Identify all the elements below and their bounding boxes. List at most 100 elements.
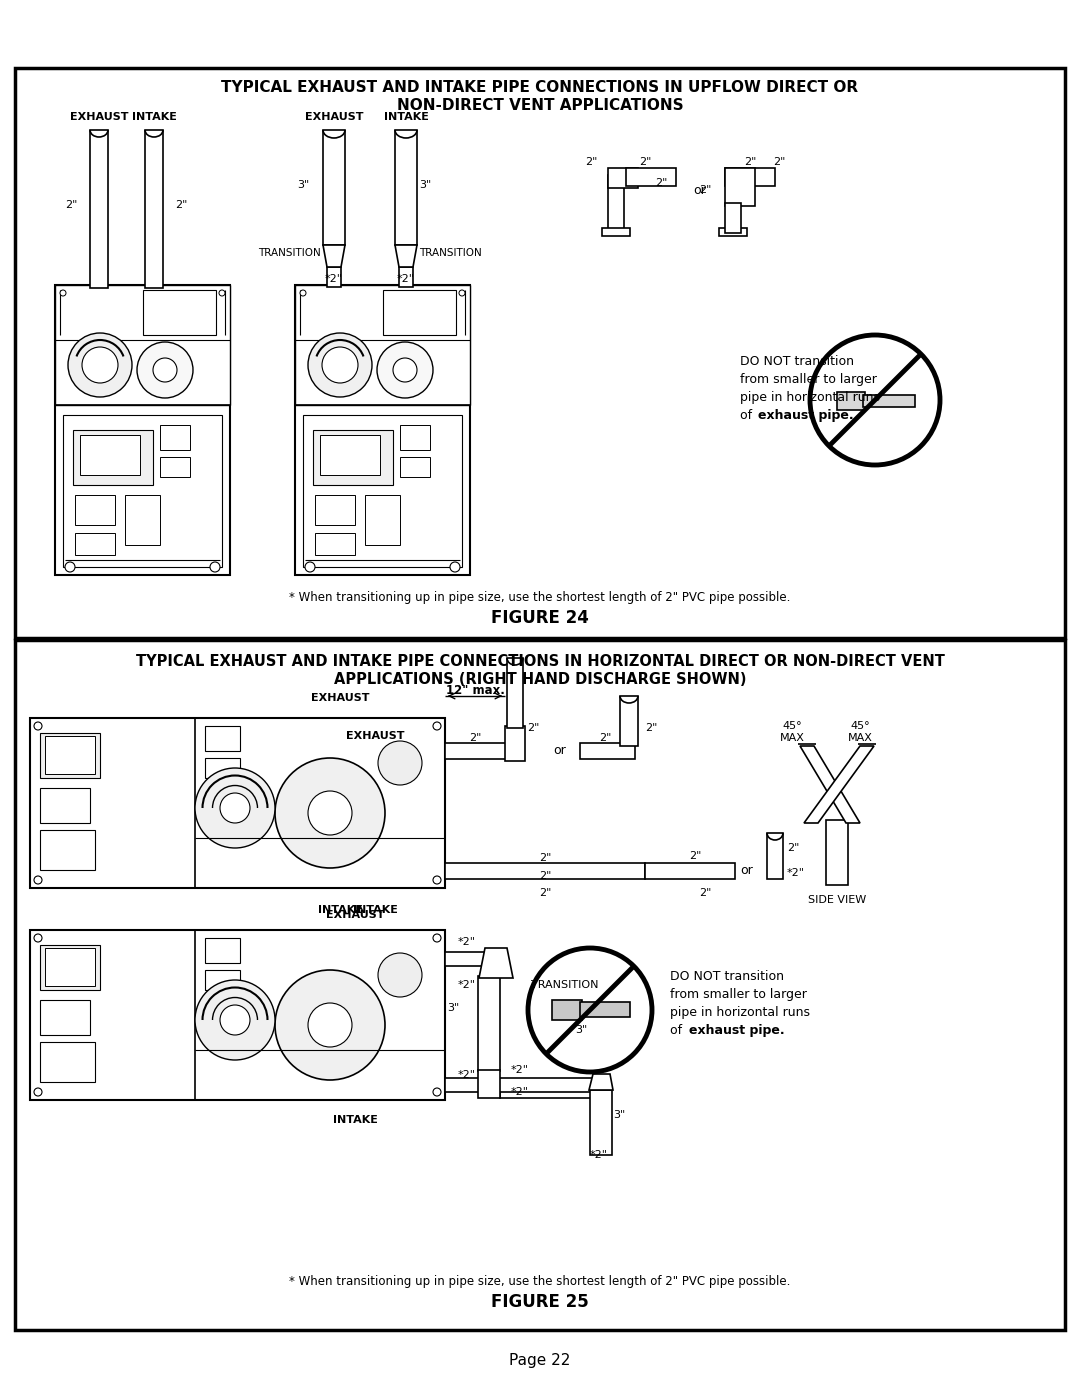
Text: INTAKE: INTAKE [383,112,429,122]
Bar [40,944,100,990]
Text: 2": 2" [689,851,701,861]
Bar [608,175,624,231]
Bar [55,285,230,405]
Bar [315,534,355,555]
Bar [90,130,108,288]
Bar [160,425,190,450]
Polygon shape [478,1070,500,1098]
Circle shape [433,1088,441,1097]
Circle shape [195,768,275,848]
Text: exhaust pipe.: exhaust pipe. [689,1024,785,1037]
Text: 3": 3" [575,1025,588,1035]
Bar [590,1090,612,1155]
Circle shape [433,876,441,884]
Circle shape [275,759,384,868]
Bar [205,759,240,778]
Circle shape [378,953,422,997]
Bar [75,495,114,525]
Text: 2": 2" [772,156,785,168]
Polygon shape [589,1074,613,1090]
Polygon shape [800,746,860,823]
Circle shape [33,935,42,942]
Bar [315,495,355,525]
Text: from smaller to larger: from smaller to larger [740,373,877,386]
Text: 2": 2" [787,842,799,854]
Circle shape [33,722,42,731]
Circle shape [308,791,352,835]
Text: EXHAUST: EXHAUST [305,112,363,122]
Text: Page 22: Page 22 [510,1352,570,1368]
Bar [55,285,230,576]
Text: INTAKE: INTAKE [132,112,176,122]
Text: MAX: MAX [780,733,805,743]
Bar [725,168,775,186]
Text: 45°: 45° [782,721,801,731]
Bar [80,434,140,475]
Text: 2": 2" [585,156,598,168]
Text: TRANSITION: TRANSITION [419,249,482,258]
Bar [30,930,445,1099]
Text: EXHAUST: EXHAUST [346,731,404,740]
Bar [205,726,240,752]
Text: INTAKE: INTAKE [318,905,363,915]
Text: of: of [740,409,756,422]
Circle shape [322,346,357,383]
Circle shape [33,1088,42,1097]
Text: pipe in horizontal runs: pipe in horizontal runs [740,391,880,404]
Text: 3": 3" [447,1003,459,1013]
Text: *2": *2" [458,981,476,990]
Bar [826,820,848,886]
Circle shape [433,935,441,942]
Bar [160,457,190,476]
Bar [725,203,741,233]
Bar [863,395,915,407]
Bar [620,696,638,746]
Circle shape [300,291,306,296]
Bar [507,658,523,728]
Circle shape [393,358,417,381]
Text: *2": *2" [458,937,476,947]
Bar [125,495,160,545]
Bar [30,718,445,888]
Bar [382,291,456,335]
Circle shape [433,722,441,731]
Bar [500,1083,600,1098]
Bar [837,393,865,409]
Bar [478,977,500,1071]
Bar [719,228,747,236]
Bar [143,291,216,335]
Text: * When transitioning up in pipe size, use the shortest length of 2" PVC pipe pos: * When transitioning up in pipe size, us… [289,591,791,605]
Bar [767,833,783,879]
Text: 2": 2" [527,724,539,733]
Polygon shape [480,949,513,978]
Circle shape [153,358,177,381]
Bar [40,1000,90,1035]
Text: 2": 2" [539,888,551,898]
Bar [365,495,400,545]
Bar [205,937,240,963]
Circle shape [68,332,132,397]
Bar [295,285,470,576]
Bar [40,1042,95,1083]
Bar [399,267,413,286]
Text: *2": *2" [325,274,343,284]
Circle shape [450,562,460,571]
Text: or: or [554,745,566,757]
Text: 2": 2" [645,724,658,733]
Bar [40,830,95,870]
Bar [725,168,755,205]
Text: FIGURE 25: FIGURE 25 [491,1294,589,1310]
Bar [626,168,676,186]
Bar [303,415,462,567]
Text: 2": 2" [700,184,712,196]
Text: 2": 2" [539,854,551,863]
Text: 2": 2" [638,156,651,168]
Text: TRANSITION: TRANSITION [258,249,321,258]
Text: exhaust pipe.: exhaust pipe. [758,409,853,422]
Circle shape [33,876,42,884]
Bar [400,457,430,476]
Text: *2": *2" [511,1087,529,1097]
Bar [75,534,114,555]
Bar [323,130,345,244]
Bar [445,743,507,759]
